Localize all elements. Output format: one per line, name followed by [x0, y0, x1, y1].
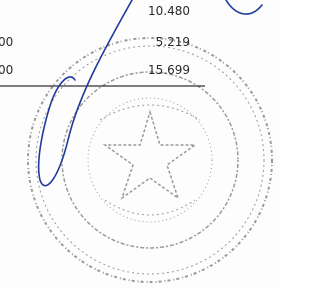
page: 10.480 00 5.219 00 15.699 (() => { const…	[0, 0, 279, 288]
amount: 15.699	[148, 63, 190, 77]
amount-left: 00	[0, 63, 13, 77]
scanned-document: 10.480 00 5.219 00 15.699	[0, 0, 279, 288]
amount-left: 00	[0, 35, 13, 49]
amount: 10.480	[148, 4, 190, 18]
amount: 5.219	[156, 35, 190, 49]
